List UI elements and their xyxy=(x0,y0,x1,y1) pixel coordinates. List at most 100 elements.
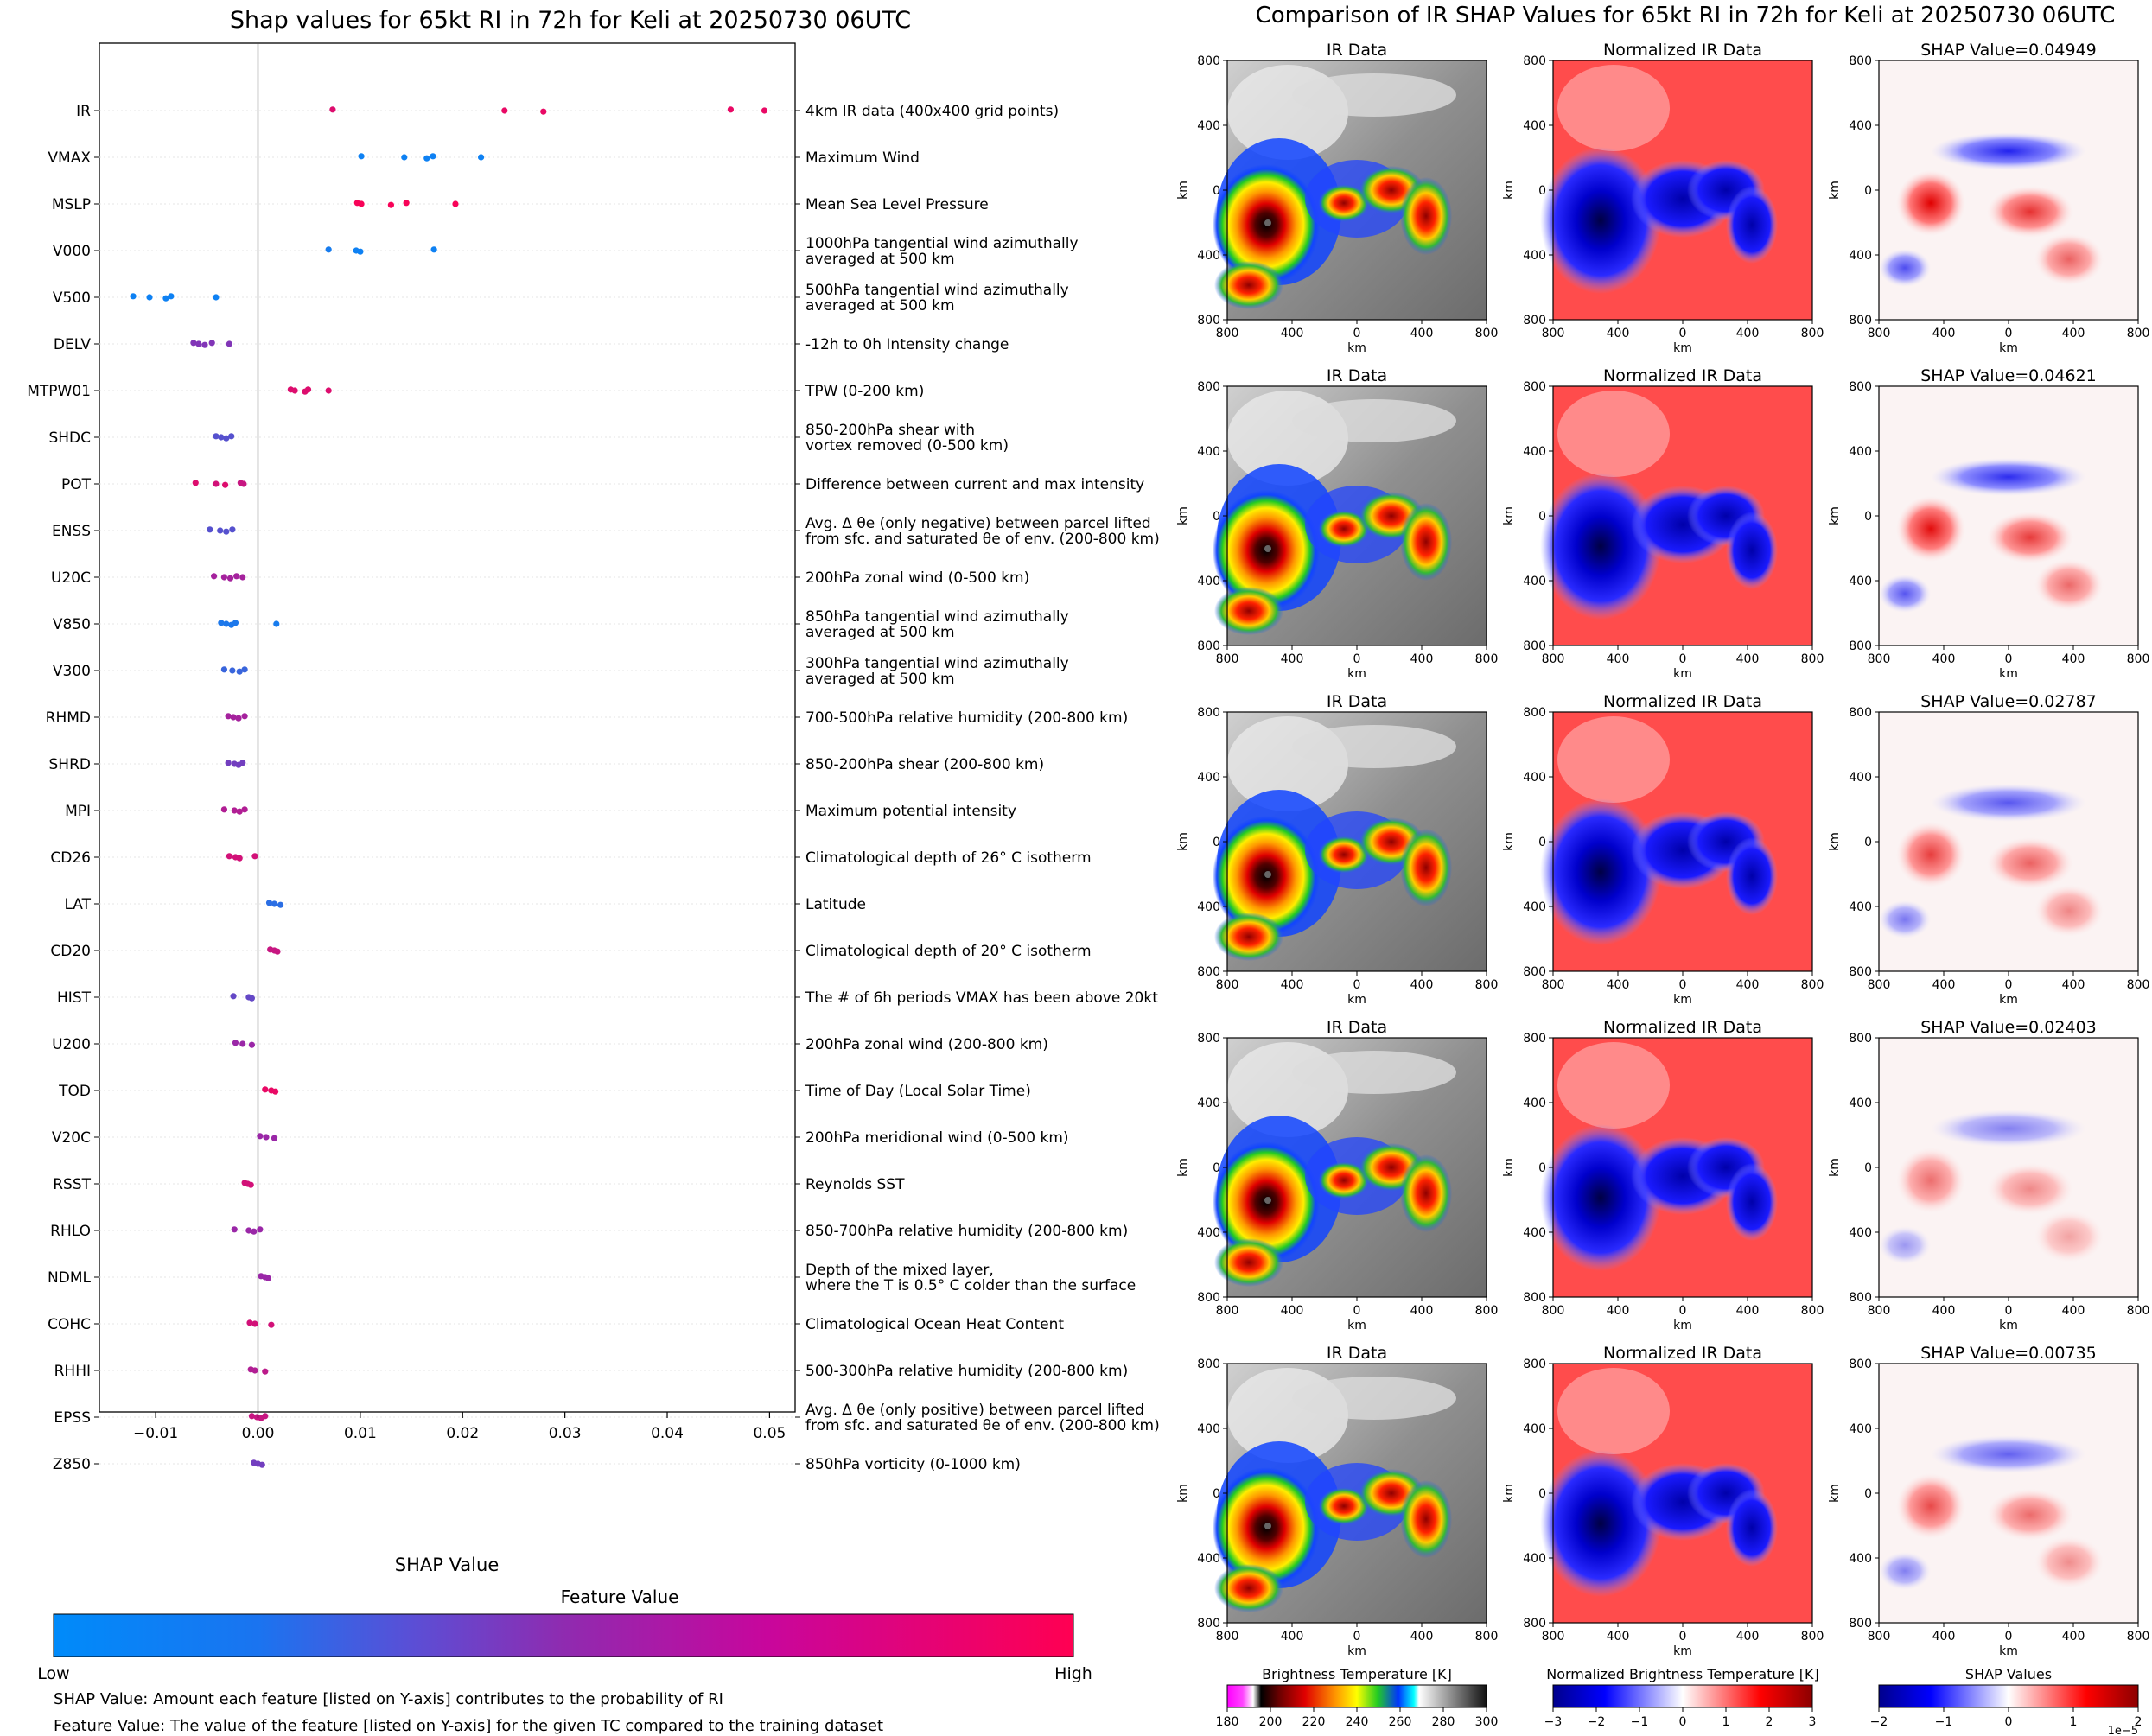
panel-x-tick-label: 400 xyxy=(1932,1304,1956,1318)
panel-y-tick-label: 800 xyxy=(1523,54,1546,68)
shap-negative xyxy=(1879,249,1931,287)
shap-point xyxy=(239,574,246,581)
norm-cloud xyxy=(1557,65,1670,151)
shap-point xyxy=(220,574,228,581)
panel-x-label: km xyxy=(1673,341,1692,355)
panel-y-tick-label: 800 xyxy=(1849,1291,1872,1305)
feature-description: averaged at 500 km xyxy=(805,624,955,641)
panel-y-tick-label: 800 xyxy=(1523,1032,1546,1046)
panel-y-label: km xyxy=(1176,506,1190,525)
shap-point xyxy=(228,433,235,440)
ir-cell xyxy=(1318,510,1370,548)
shap-point xyxy=(272,1088,279,1095)
norm-panel: 800 400 0 400 8008004000400800kmkmNormalized… xyxy=(1502,41,1824,355)
panel-title: Normalized IR Data xyxy=(1603,1344,1762,1363)
panel-title: IR Data xyxy=(1327,692,1387,711)
panel-x-tick-label: 800 xyxy=(1542,327,1565,340)
shap-point xyxy=(222,481,229,488)
ir-colorbar-ticks: 180 200 220 240 260 280 300 xyxy=(1216,1707,1499,1729)
panel-x-tick-label: 800 xyxy=(1216,1630,1239,1644)
shap-point xyxy=(236,808,243,815)
shap-point xyxy=(358,200,365,207)
norm-storm xyxy=(1540,1450,1661,1597)
panel-x-tick-label: 400 xyxy=(1607,1630,1630,1644)
panel-y-tick-label: 800 xyxy=(1523,1358,1546,1371)
panel-y-label: km xyxy=(1502,181,1516,200)
shap-point xyxy=(423,155,430,162)
ir-band xyxy=(1214,1238,1283,1287)
panel-y-label: km xyxy=(1502,1158,1516,1177)
shap-point xyxy=(257,1226,264,1233)
feature-description: averaged at 500 km xyxy=(805,671,955,688)
colorbar-tick-label: 2 xyxy=(2135,1715,2142,1729)
panel-x-tick-label: 800 xyxy=(1542,978,1565,992)
panel-y-label: km xyxy=(1502,1484,1516,1503)
panel-y-tick-label: 400 xyxy=(1197,771,1220,785)
feature-label: IR xyxy=(76,103,91,120)
norm-storm xyxy=(1540,473,1661,620)
panel-x-tick-label: 800 xyxy=(1868,652,1891,666)
feature-description: 850-200hPa shear (200-800 km) xyxy=(805,756,1044,773)
ir-eye xyxy=(1264,1523,1271,1529)
panel-y-tick-label: 0 xyxy=(1538,184,1546,198)
shap-point xyxy=(452,200,459,207)
panel-y-tick-label: 400 xyxy=(1523,1552,1546,1566)
colorbar-tick-label: −1 xyxy=(1631,1715,1649,1729)
x-tick-label: 0.02 xyxy=(446,1425,479,1442)
shap-positive xyxy=(1896,1473,1965,1539)
shap-point xyxy=(220,666,228,673)
x-axis-label: SHAP Value xyxy=(395,1555,500,1575)
ir-band xyxy=(1214,261,1283,309)
shap-negative xyxy=(1879,1226,1931,1264)
panel-y-tick-label: 800 xyxy=(1197,706,1220,720)
panel-x-tick-label: 400 xyxy=(1607,652,1630,666)
panel-y-tick-label: 400 xyxy=(1849,575,1872,588)
feature-value-note: Feature Value: The value of the feature … xyxy=(54,1717,883,1735)
panel-x-label: km xyxy=(1673,1644,1692,1658)
shap-point xyxy=(241,666,248,673)
norm-cell xyxy=(1726,512,1778,589)
colorbar-tick-label: 300 xyxy=(1475,1715,1499,1729)
row-gridlines xyxy=(94,110,800,1465)
panel-y-tick-label: 400 xyxy=(1523,900,1546,914)
panel-x-tick-label: 0 xyxy=(2005,1630,2013,1644)
colorbar-tick-label: −2 xyxy=(1870,1715,1888,1729)
shap-point xyxy=(727,106,735,113)
feature-description: Reynolds SST xyxy=(805,1176,905,1193)
shap-point xyxy=(230,993,237,1000)
panel-y-label: km xyxy=(1176,1484,1190,1503)
ir-colorbar-bar xyxy=(1226,1684,1487,1708)
panel-title: IR Data xyxy=(1327,366,1387,385)
panel-y-tick-label: 400 xyxy=(1197,1097,1220,1110)
panel-y-tick-label: 400 xyxy=(1849,249,1872,263)
shap-negative xyxy=(1879,900,1931,938)
panel-y-tick-label: 800 xyxy=(1523,1291,1546,1305)
ir-cloud xyxy=(1292,725,1456,768)
feature-description: 1000hPa tangential wind azimuthally xyxy=(805,235,1079,252)
panel-x-tick-label: 400 xyxy=(1736,978,1760,992)
feature-description: 200hPa zonal wind (0-500 km) xyxy=(805,569,1029,587)
shap-point xyxy=(357,248,364,255)
ir-cell xyxy=(1400,503,1452,581)
feature-description: 850hPa tangential wind azimuthally xyxy=(805,608,1069,626)
panel-x-tick-label: 400 xyxy=(1607,327,1630,340)
panel-x-tick-label: 0 xyxy=(2005,978,2013,992)
shap-positive xyxy=(2034,233,2104,285)
shap-point xyxy=(130,293,137,300)
norm-storm xyxy=(1540,798,1661,945)
panel-x-tick-label: 800 xyxy=(1868,1304,1891,1318)
feature-label: V500 xyxy=(53,289,91,307)
shap-point xyxy=(248,1041,255,1048)
norm-cloud xyxy=(1557,391,1670,477)
feature-label: CD26 xyxy=(50,849,91,867)
colorbar-tick-label: 1 xyxy=(1722,1715,1730,1729)
shap-point xyxy=(403,200,410,207)
panel-x-label: km xyxy=(1999,667,2018,681)
shap-point xyxy=(358,153,365,160)
panel-y-label: km xyxy=(1828,1158,1842,1177)
panel-x-tick-label: 400 xyxy=(1607,978,1630,992)
panel-title: Normalized IR Data xyxy=(1603,366,1762,385)
ir-cloud xyxy=(1292,399,1456,442)
